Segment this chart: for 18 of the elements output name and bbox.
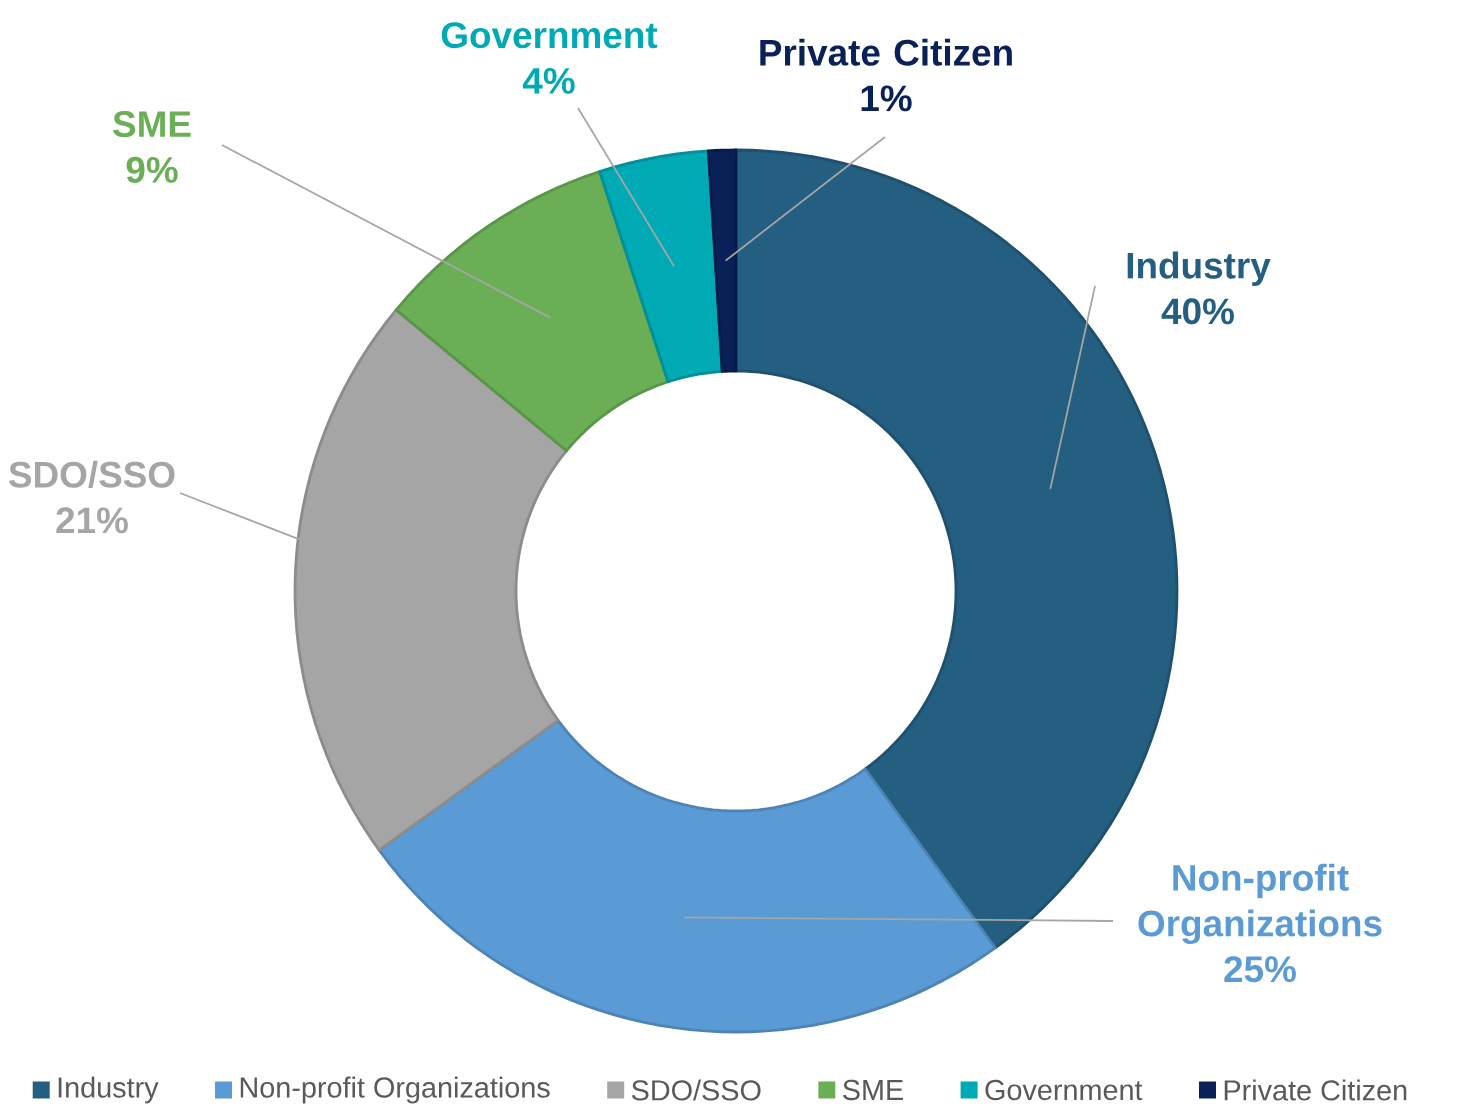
data-label: 25% xyxy=(1224,956,1296,983)
legend-label: Industry xyxy=(58,1076,159,1104)
data-label: 9% xyxy=(126,156,178,183)
slice-label: Government xyxy=(441,22,658,49)
legend-label: SME xyxy=(843,1079,903,1101)
data-label: 4% xyxy=(522,67,575,94)
legend-label: Private Citizen xyxy=(1224,1079,1407,1101)
slice-label: Non-profit Organizations xyxy=(1138,863,1382,945)
legend-label: SDO/SSO xyxy=(631,1079,761,1101)
data-label: 1% xyxy=(861,85,912,112)
slice-label: Private Citizen xyxy=(760,38,1012,66)
legend-label: Non-profit Organizations xyxy=(240,1076,550,1104)
slice-label: Industry xyxy=(1127,251,1271,287)
data-label: 21% xyxy=(56,507,128,534)
data-label: 40% xyxy=(1161,298,1234,325)
slice-label: SDO/SSO xyxy=(8,460,175,489)
slice-label: SME xyxy=(113,111,191,138)
legend-label: Government xyxy=(985,1079,1143,1101)
